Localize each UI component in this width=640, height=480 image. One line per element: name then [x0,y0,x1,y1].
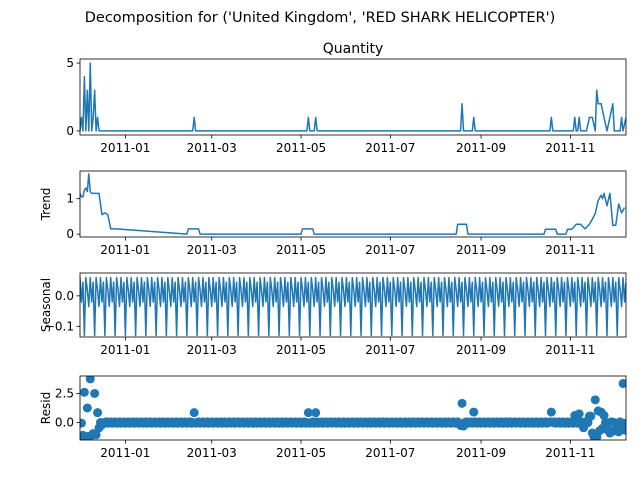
resid-point [574,409,584,419]
plot-area-3 [80,376,626,440]
y-tick-label: −0.1 [45,319,74,333]
resid-point [620,425,626,435]
x-tick-label: 2011-05 [276,243,326,257]
y-tick-label: 5 [66,56,74,70]
resid-point [189,408,199,418]
x-tick-label: 2011-09 [456,141,506,155]
y-tick-label: 2.5 [55,386,74,400]
y-axis-label: Trend [39,188,53,222]
x-tick-label: 2011-09 [456,243,506,257]
x-tick-label: 2011-03 [187,141,237,155]
plot-area-0 [80,62,626,132]
panel-1: 0 1 2011-01 2011-03 2011-05 2011-07 2011-09 201… [39,170,627,257]
resid-point [85,376,95,384]
x-tick-label: 2011-07 [365,141,415,155]
plot-area-1 [80,173,626,235]
resid-point [82,403,92,413]
resid-point [93,408,103,418]
y-tick-label: 1 [66,192,74,206]
x-tick-label: 2011-01 [100,243,150,257]
x-tick-label: 2011-07 [365,446,415,460]
resid-point [80,418,86,428]
seasonal-line [80,276,626,337]
y-tick-label: 0 [66,227,74,241]
resid-point [90,388,100,398]
resid-point [303,408,313,418]
resid-point [546,407,556,417]
figure-suptitle: Decomposition for ('United Kingdom', 'RE… [85,10,556,26]
y-axis-label: Seasonal [39,278,53,332]
plot-area-2 [80,276,626,337]
x-tick-label: 2011-09 [456,446,506,460]
resid-point [469,407,479,417]
y-tick-label: 0.0 [55,289,74,303]
series-line [80,173,626,235]
x-tick-label: 2011-07 [365,343,415,357]
axes-frame [79,272,627,338]
x-tick-label: 2011-05 [276,141,326,155]
resid-point [579,423,589,433]
axes-title: Quantity [323,41,384,57]
x-tick-label: 2011-01 [100,343,150,357]
resid-point [618,379,626,389]
x-tick-label: 2011-03 [187,343,237,357]
resid-point [599,411,609,421]
resid-point [97,420,107,430]
x-tick-label: 2011-05 [276,343,326,357]
y-tick-label: 0 [66,124,74,138]
x-tick-label: 2011-11 [545,141,595,155]
resid-point [311,408,321,418]
x-tick-label: 2011-07 [365,243,415,257]
resid-point [590,395,600,405]
x-tick-label: 2011-01 [100,141,150,155]
resid-point [459,421,469,431]
x-tick-label: 2011-03 [187,243,237,257]
x-tick-label: 2011-11 [545,343,595,357]
x-tick-label: 2011-05 [276,446,326,460]
y-tick-label: 0.0 [55,416,74,430]
x-tick-label: 2011-09 [456,343,506,357]
axes-frame [79,58,627,136]
x-tick-label: 2011-11 [545,243,595,257]
panel-2: 0.0 −0.1 2011-01 2011-03 2011-05 2011-07 2011-… [39,272,627,357]
resid-point [80,387,89,397]
axes-frame [79,170,627,238]
resid-point [457,398,467,408]
panel-3: 0.0 2.5 2011-01 2011-03 2011-05 2011-07 2011-0… [39,375,627,460]
axes-frame [79,375,627,441]
resid-point [586,411,596,421]
panel-0: 0 5 2011-01 2011-03 2011-05 2011-07 2011-09 201… [66,41,627,155]
resid-point [91,430,101,440]
x-tick-label: 2011-11 [545,446,595,460]
y-axis-label: Resid [39,392,53,424]
series-line [80,62,626,132]
x-tick-label: 2011-01 [100,446,150,460]
x-tick-label: 2011-03 [187,446,237,460]
panels: 0 5 2011-01 2011-03 2011-05 2011-07 2011-09 201… [39,41,627,460]
